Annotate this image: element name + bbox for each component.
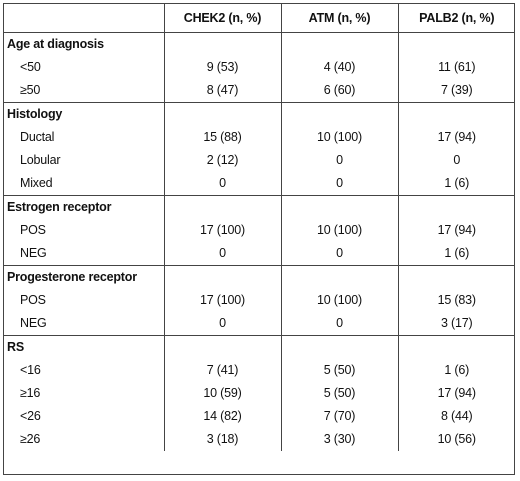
atm-cell: 4 (40) [280,56,398,79]
chek2-cell: 0 [163,242,281,266]
group-title: Histology [4,102,164,126]
palb2-cell: 8 (44) [397,405,515,428]
row-label: Mixed [20,176,53,190]
palb2-cell: 0 [397,149,515,172]
row-label: Ductal [20,130,55,144]
group-header-empty-cell [163,335,281,359]
group-header-empty-cell [163,102,281,126]
group-header-empty-cell [280,32,398,56]
group-header-empty-cell [280,102,398,126]
chek2-cell: 8 (47) [163,79,281,103]
table-row: ≥26 3 (18) 3 (30) 10 (56) [4,428,515,451]
row-label: <50 [20,60,41,74]
palb2-cell: 1 (6) [397,242,515,266]
header-cell-palb2: PALB2 (n, %) [397,4,515,33]
group-header-row: Histology [4,102,515,126]
group-header-empty-cell [280,195,398,219]
row-label: <26 [20,409,41,423]
group-header-row: Progesterone receptor [4,265,515,289]
atm-cell: 0 [280,312,398,336]
atm-cell: 10 (100) [280,126,398,149]
table-row: Mixed 0 0 1 (6) [4,172,515,196]
palb2-cell: 1 (6) [397,172,515,196]
row-label: NEG [20,246,47,260]
row-label: POS [20,293,46,307]
row-label: ≥50 [20,83,41,97]
atm-cell: 0 [280,149,398,172]
atm-cell: 6 (60) [280,79,398,103]
group-header-empty-cell [280,265,398,289]
atm-cell: 10 (100) [280,219,398,242]
mutation-characteristics-table: CHEK2 (n, %) ATM (n, %) PALB2 (n, %) Age… [4,4,515,451]
table-body: CHEK2 (n, %) ATM (n, %) PALB2 (n, %) Age… [4,4,515,451]
group-header-empty-cell [163,265,281,289]
group-header-empty-cell [397,32,515,56]
row-label: POS [20,223,46,237]
row-label: Lobular [20,153,61,167]
atm-cell: 7 (70) [280,405,398,428]
table-row: ≥50 8 (47) 6 (60) 7 (39) [4,79,515,103]
chek2-cell: 7 (41) [163,359,281,382]
chek2-cell: 3 (18) [163,428,281,451]
group-title: Progesterone receptor [4,265,164,289]
group-header-empty-cell [397,102,515,126]
group-title: Age at diagnosis [4,32,164,56]
group-header-empty-cell [163,195,281,219]
chek2-cell: 0 [163,312,281,336]
header-cell-atm: ATM (n, %) [280,4,398,33]
group-header-empty-cell [397,335,515,359]
row-label: NEG [20,316,47,330]
header-cell-blank [4,4,164,33]
table-row: <16 7 (41) 5 (50) 1 (6) [4,359,515,382]
table-row: POS 17 (100) 10 (100) 15 (83) [4,289,515,312]
table-row: <26 14 (82) 7 (70) 8 (44) [4,405,515,428]
table-row: NEG 0 0 1 (6) [4,242,515,266]
group-header-empty-cell [397,195,515,219]
group-header-row: Estrogen receptor [4,195,515,219]
table-row: POS 17 (100) 10 (100) 17 (94) [4,219,515,242]
palb2-cell: 7 (39) [397,79,515,103]
atm-cell: 10 (100) [280,289,398,312]
data-table-frame: CHEK2 (n, %) ATM (n, %) PALB2 (n, %) Age… [3,3,515,475]
group-header-empty-cell [163,32,281,56]
group-header-row: RS [4,335,515,359]
header-cell-chek2: CHEK2 (n, %) [163,4,281,33]
group-title: RS [4,335,164,359]
palb2-cell: 17 (94) [397,382,515,405]
atm-cell: 5 (50) [280,359,398,382]
group-header-row: Age at diagnosis [4,32,515,56]
group-header-empty-cell [280,335,398,359]
table-row: <50 9 (53) 4 (40) 11 (61) [4,56,515,79]
palb2-cell: 10 (56) [397,428,515,451]
row-label: ≥26 [20,432,41,446]
table-row: Ductal 15 (88) 10 (100) 17 (94) [4,126,515,149]
atm-cell: 3 (30) [280,428,398,451]
palb2-cell: 1 (6) [397,359,515,382]
palb2-cell: 17 (94) [397,126,515,149]
palb2-cell: 15 (83) [397,289,515,312]
palb2-cell: 11 (61) [397,56,515,79]
row-label: ≥16 [20,386,41,400]
chek2-cell: 0 [163,172,281,196]
atm-cell: 5 (50) [280,382,398,405]
chek2-cell: 17 (100) [163,289,281,312]
group-header-empty-cell [397,265,515,289]
palb2-cell: 17 (94) [397,219,515,242]
chek2-cell: 15 (88) [163,126,281,149]
group-title: Estrogen receptor [4,195,164,219]
atm-cell: 0 [280,172,398,196]
palb2-cell: 3 (17) [397,312,515,336]
table-row: ≥16 10 (59) 5 (50) 17 (94) [4,382,515,405]
chek2-cell: 10 (59) [163,382,281,405]
chek2-cell: 9 (53) [163,56,281,79]
row-label: <16 [20,363,41,377]
chek2-cell: 17 (100) [163,219,281,242]
table-row: Lobular 2 (12) 0 0 [4,149,515,172]
chek2-cell: 2 (12) [163,149,281,172]
chek2-cell: 14 (82) [163,405,281,428]
table-row: NEG 0 0 3 (17) [4,312,515,336]
header-row: CHEK2 (n, %) ATM (n, %) PALB2 (n, %) [4,4,515,33]
atm-cell: 0 [280,242,398,266]
